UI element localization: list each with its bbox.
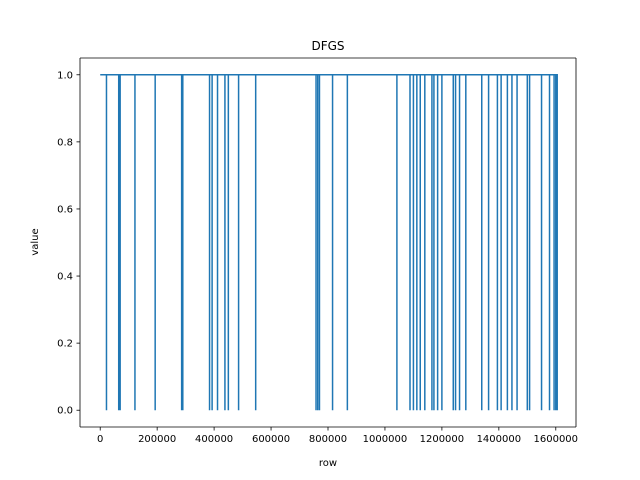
x-tick-label: 200000 [138,434,176,445]
y-tick-label: 0.0 [57,406,73,417]
x-tick-label: 0 [97,434,103,445]
x-tick-label: 600000 [252,434,290,445]
x-axis-ticks: 0 200000 400000 600000 800000 1000000 1200000 1… [97,427,578,445]
data-series-line [100,74,558,411]
y-tick-label: 0.2 [57,339,73,350]
x-tick-label: 1200000 [420,434,465,445]
x-tick-label: 1400000 [477,434,522,445]
y-axis-ticks: 0.0 0.2 0.4 0.6 0.8 1.0 [57,70,80,417]
x-tick-label: 400000 [195,434,233,445]
plot-area [100,74,558,411]
y-tick-label: 0.8 [57,137,73,148]
x-axis-label: row [319,458,337,469]
y-tick-label: 1.0 [57,70,73,81]
x-tick-label: 1000000 [363,434,408,445]
x-tick-label: 1600000 [534,434,579,445]
x-tick-label: 800000 [309,434,347,445]
chart-title: DFGS [311,39,344,53]
y-tick-label: 0.6 [57,204,73,215]
y-axis-label: value [30,228,41,255]
y-tick-label: 0.4 [57,272,73,283]
